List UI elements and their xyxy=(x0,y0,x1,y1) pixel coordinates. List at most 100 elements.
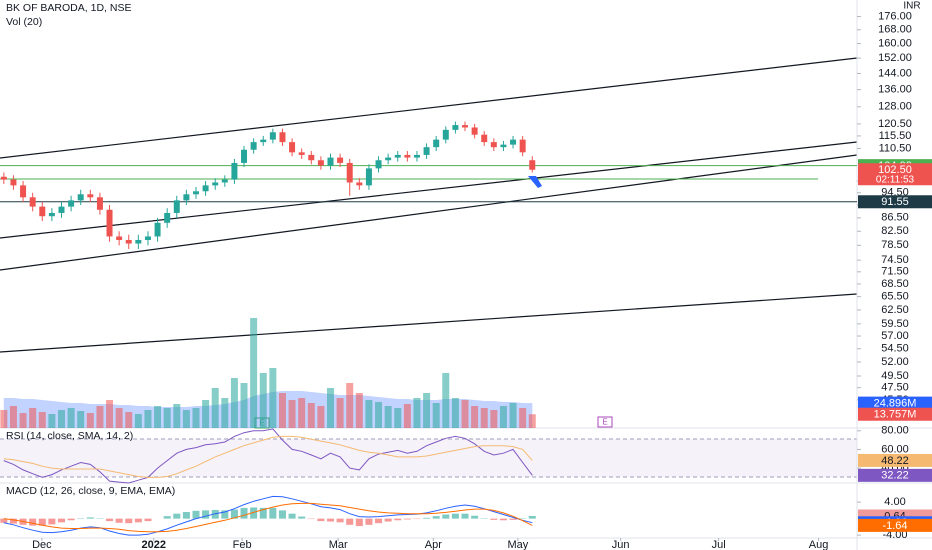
volume-bar xyxy=(259,373,267,428)
indicator-line xyxy=(3,435,533,478)
histogram-bar xyxy=(499,518,507,521)
arrow-marker xyxy=(528,176,542,188)
candle-body xyxy=(365,168,372,186)
last-price-label: 102.50 xyxy=(878,164,912,176)
candle-body xyxy=(173,200,180,213)
histogram-bar xyxy=(144,518,152,522)
candle-body xyxy=(269,132,276,140)
earnings-marker[interactable] xyxy=(597,416,613,428)
histogram-bar xyxy=(134,518,142,523)
volume-bar xyxy=(211,388,219,428)
candle-body xyxy=(250,142,257,150)
currency: INR xyxy=(903,1,920,12)
macd-title: MACD (12, 26, close, 9, EMA, EMA) xyxy=(6,485,175,497)
price-label-box xyxy=(858,407,932,421)
volume-bar xyxy=(221,398,229,428)
volume-bar xyxy=(509,403,517,428)
volume-bar xyxy=(346,383,354,428)
last-price-box xyxy=(858,163,932,186)
histogram-bar xyxy=(269,507,277,519)
countdown: 02:11:53 xyxy=(876,174,915,185)
y-tick-label: 57.00 xyxy=(881,330,909,342)
volume-bar xyxy=(230,378,238,428)
trend-line xyxy=(0,57,858,159)
histogram-bar xyxy=(86,517,94,519)
volume-bar xyxy=(182,410,190,428)
histogram-bar xyxy=(509,518,517,520)
volume-bar xyxy=(38,412,46,428)
histogram-bar xyxy=(48,518,56,525)
volume-bar xyxy=(394,408,402,428)
candle-body xyxy=(289,142,296,153)
volume-bar xyxy=(336,398,344,428)
histogram-bar xyxy=(221,510,229,519)
price-label-box xyxy=(858,396,932,410)
candle-body xyxy=(202,185,209,192)
candle-body xyxy=(48,212,55,217)
rsi-title: RSI (14, close, SMA, 14, 2) xyxy=(6,430,133,442)
price-label-box xyxy=(858,468,932,482)
candle-body xyxy=(423,147,430,155)
candle-body xyxy=(279,132,286,143)
candle-body xyxy=(39,206,46,217)
candle-body xyxy=(308,154,315,161)
candle-body xyxy=(96,197,103,210)
y-tick-label: 176.00 xyxy=(878,10,912,22)
volume-bar xyxy=(519,408,527,428)
x-tick-label: Jun xyxy=(612,539,630,550)
symbol-title: BK OF BARODA, 1D, NSE xyxy=(6,2,131,14)
histogram-bar xyxy=(346,518,354,525)
candle-body xyxy=(433,139,440,148)
volume-bar xyxy=(154,406,162,428)
histogram-bar xyxy=(29,518,37,526)
histogram-bar xyxy=(394,518,402,521)
histogram-bar xyxy=(106,518,114,522)
y-tick-label: 60.00 xyxy=(881,443,909,455)
y-tick-label: 52.00 xyxy=(881,356,909,368)
volume-bar xyxy=(67,408,75,428)
candle-body xyxy=(529,160,536,170)
candle-body xyxy=(385,157,392,161)
candle-body xyxy=(135,239,142,244)
y-tick-label: 4.00 xyxy=(884,496,905,508)
candle-body xyxy=(298,152,305,155)
histogram-bar xyxy=(442,514,450,519)
volume-bar xyxy=(269,368,277,428)
candle-body xyxy=(471,127,478,135)
candle-body xyxy=(0,176,7,180)
volume-bar xyxy=(327,388,335,428)
price-label: 13.757M xyxy=(874,409,917,421)
volume-bar xyxy=(384,406,392,428)
histogram-bar xyxy=(336,518,344,523)
candle-body xyxy=(87,194,94,198)
candle-body xyxy=(192,191,199,195)
indicator-line xyxy=(3,502,533,533)
trend-line xyxy=(0,154,858,271)
earnings-label: E xyxy=(602,418,607,427)
histogram-bar xyxy=(278,510,286,519)
y-tick-label: 54.50 xyxy=(881,343,909,355)
candle-body xyxy=(442,129,449,140)
volume-bar xyxy=(57,410,65,428)
volume-bar xyxy=(48,414,56,428)
volume-bar xyxy=(355,393,363,428)
indicator-line xyxy=(3,428,533,484)
y-tick-label: 136.00 xyxy=(878,84,912,96)
x-tick-label: Apr xyxy=(425,539,442,550)
histogram-bar xyxy=(0,518,8,523)
histogram-bar xyxy=(423,517,431,519)
candle-body xyxy=(164,212,171,223)
y-tick-label: 80.00 xyxy=(881,425,909,437)
volume-bar xyxy=(432,403,440,428)
candle-body xyxy=(337,157,344,163)
volume-bar xyxy=(86,413,94,428)
y-tick-label: 74.50 xyxy=(881,254,909,266)
histogram-bar xyxy=(403,518,411,520)
indicator-line xyxy=(3,495,533,536)
volume-bar xyxy=(134,414,142,428)
price-label-box xyxy=(858,518,932,532)
volume-bar xyxy=(163,408,171,428)
histogram-bar xyxy=(471,515,479,519)
candle-body xyxy=(125,239,132,244)
candle-body xyxy=(452,125,459,130)
